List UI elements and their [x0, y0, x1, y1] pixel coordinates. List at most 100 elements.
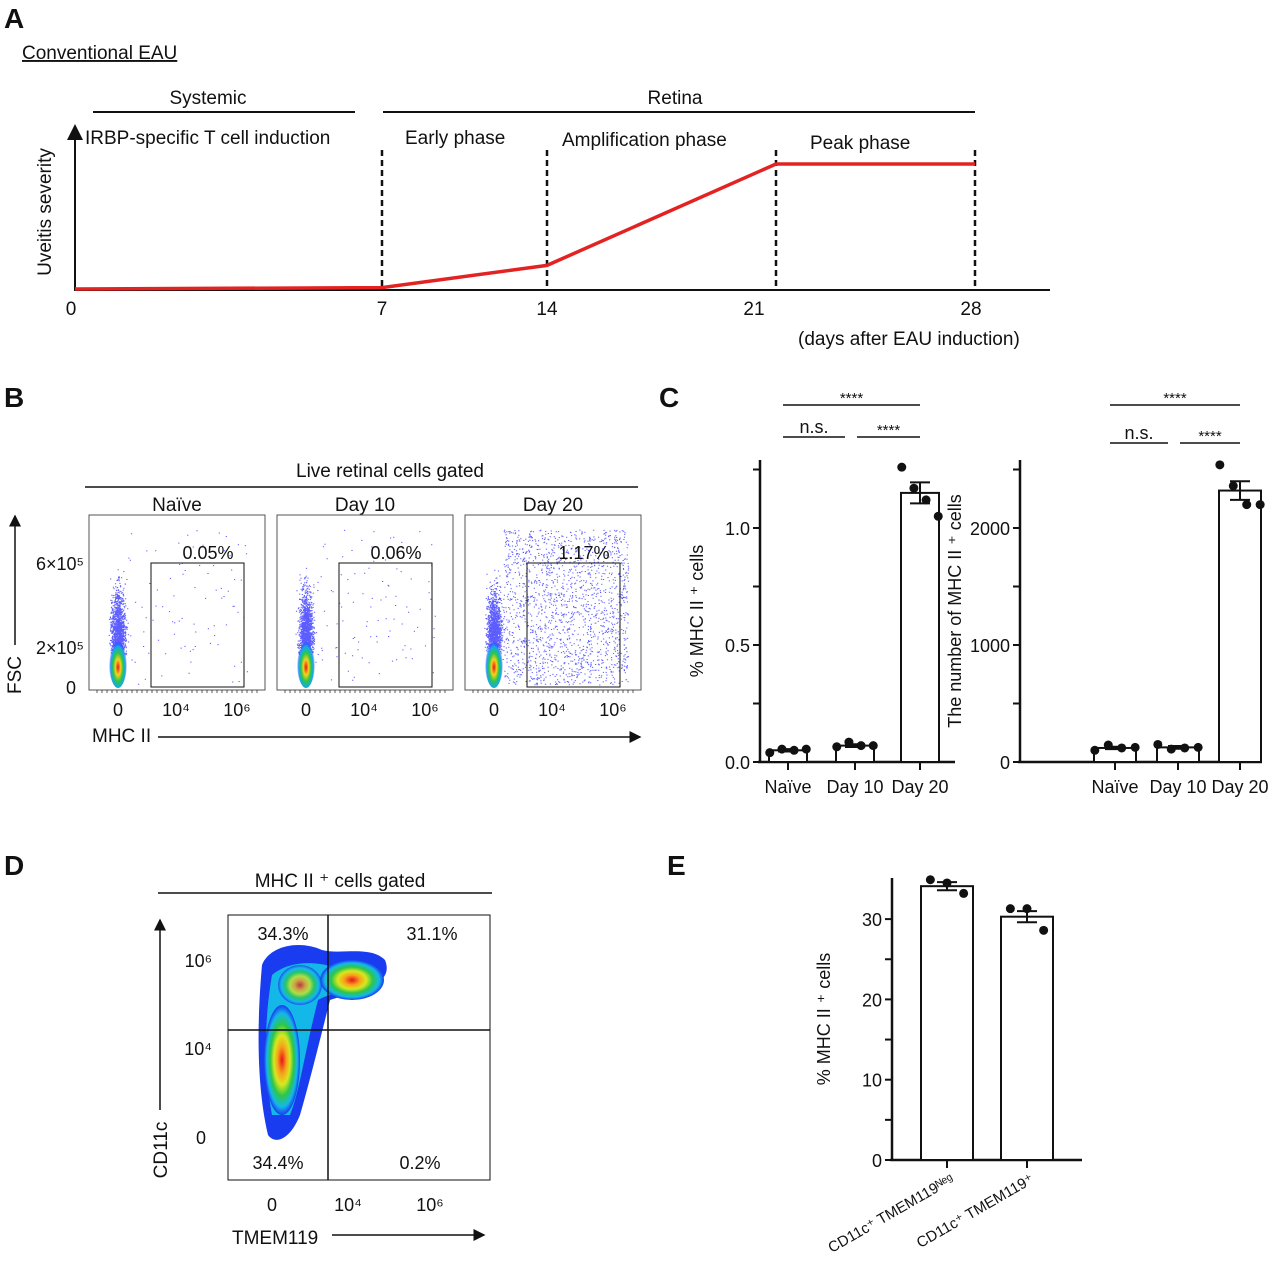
y-axis-label: FSC: [5, 656, 26, 694]
y-tick-label: 0: [1000, 753, 1010, 773]
x-tick-label: Naïve: [764, 777, 811, 797]
y-tick-label: 10⁴: [184, 1039, 212, 1059]
significance-label: n.s.: [799, 417, 828, 437]
phase-label: Peak phase: [810, 133, 910, 154]
bar-chart-C-left: 0.0 0.5 1.0 % MHC II ⁺ cells Naïve Day 10 Day …: [687, 390, 955, 797]
data-point: [1103, 740, 1113, 750]
phase-label: IRBP-specific T cell induction: [85, 128, 330, 149]
x-tick-label: Day 10: [1149, 777, 1206, 797]
bar-2: [1218, 489, 1262, 763]
gate-percentage: 0.06%: [370, 543, 421, 563]
panel-e: E 0 10 20 30 % MHC II ⁺ cells CD11c⁺ TMEM119ᴺ…: [667, 850, 1082, 1257]
phase-label: Amplification phase: [562, 130, 727, 151]
data-point: [868, 741, 878, 751]
data-point: [1005, 904, 1015, 914]
gating-header: Live retinal cells gated: [296, 461, 484, 482]
x-tick-label: 0: [301, 700, 311, 720]
y-tick-label: 2000: [970, 519, 1010, 539]
minor-tick: [472, 690, 634, 693]
gate-percentage: 1.17%: [558, 543, 609, 563]
panel-b: B Live retinal cells gated Naïve 0.05% 0 10…: [4, 382, 642, 747]
data-point: [909, 483, 919, 493]
x-tick-label: 10⁶: [411, 700, 438, 720]
y-tick-label: 0.0: [725, 753, 750, 773]
x-tick-label: 10⁶: [223, 700, 250, 720]
scatter-dots: [484, 529, 630, 686]
panel-d: D MHC II ⁺ cells gated 34.3% 31.1% 34.4%…: [4, 850, 492, 1249]
retina-label: Retina: [648, 88, 703, 109]
plot-title: Naïve: [152, 495, 202, 516]
data-point: [1117, 743, 1127, 753]
x-minor-ticks: [284, 690, 446, 693]
data-point: [1228, 481, 1238, 491]
density-core: [109, 636, 127, 688]
data-point: [856, 741, 866, 751]
gate-box: [338, 562, 433, 688]
y-tick-label: 2×10⁵: [36, 638, 84, 658]
y-axis-label: Uveitis severity: [35, 148, 56, 276]
density-core: [297, 636, 315, 688]
panel-letter: B: [4, 382, 24, 413]
data-point: [1180, 743, 1190, 753]
x-axis-label: TMEM119: [232, 1228, 318, 1249]
y-tick-label: 1.0: [725, 519, 750, 539]
x-tick-label: 10⁴: [162, 700, 190, 720]
gate-box: [526, 562, 621, 688]
x-minor-ticks: [472, 690, 634, 693]
density-core: [485, 636, 503, 688]
data-point: [925, 875, 935, 885]
y-axis-label: % MHC II ⁺ cells: [687, 545, 707, 678]
significance-label: n.s.: [1124, 423, 1153, 443]
density-cluster-right: [320, 960, 384, 1000]
y-tick-label: 0.5: [725, 636, 750, 656]
density-cluster-left: [264, 1005, 300, 1115]
data-point: [777, 744, 787, 754]
x-tick-label: 7: [377, 299, 388, 320]
y-tick-label: 0: [66, 678, 76, 698]
data-point: [801, 744, 811, 754]
data-point: [789, 745, 799, 755]
data-point: [1166, 744, 1176, 754]
x-tick-label: 10⁶: [416, 1195, 443, 1215]
data-point: [1242, 500, 1252, 510]
x-tick-label: 0: [267, 1195, 277, 1215]
data-point: [1215, 460, 1225, 470]
gating-header: MHC II ⁺ cells gated: [255, 871, 426, 892]
x-tick-label: Day 10: [826, 777, 883, 797]
data-point: [933, 511, 943, 521]
panel-letter: E: [667, 850, 686, 881]
y-axis-label: The number of MHC II ⁺ cells: [945, 494, 965, 728]
phase-label: Early phase: [405, 128, 505, 149]
systemic-label: Systemic: [169, 88, 246, 109]
panel-letter: A: [4, 3, 24, 34]
y-axis-label: % MHC II ⁺ cells: [814, 953, 834, 1086]
data-point: [765, 748, 775, 758]
data-point: [1090, 745, 1100, 755]
y-tick-label: 0: [196, 1128, 206, 1148]
data-point: [1153, 739, 1163, 749]
y-tick-label: 10: [862, 1071, 882, 1091]
gate-box: [150, 562, 245, 688]
bar-1: [1000, 915, 1054, 1161]
x-tick-label: 0: [66, 299, 77, 320]
severity-line: [74, 150, 977, 291]
error-bar: [1230, 480, 1250, 501]
density-plot: 34.3% 31.1% 34.4% 0.2%: [227, 914, 491, 1181]
density-cluster-top: [278, 965, 322, 1005]
data-point: [1022, 904, 1032, 914]
y-axis-label: CD11c: [151, 1122, 172, 1179]
data-point: [897, 462, 907, 472]
x-tick-labels: 0 7 14 21 28: [66, 299, 982, 320]
event-dots: [484, 529, 630, 686]
x-tick-label: CD11c⁺ TMEM119ᴺᵉᵍ: [825, 1171, 957, 1257]
minor-tick: [284, 690, 446, 693]
data-point: [959, 888, 969, 898]
data-point: [1255, 500, 1265, 510]
data-point: [844, 737, 854, 747]
significance-label: ****: [1163, 390, 1187, 407]
x-minor-ticks: [96, 690, 258, 693]
bar-0: [920, 885, 974, 1161]
